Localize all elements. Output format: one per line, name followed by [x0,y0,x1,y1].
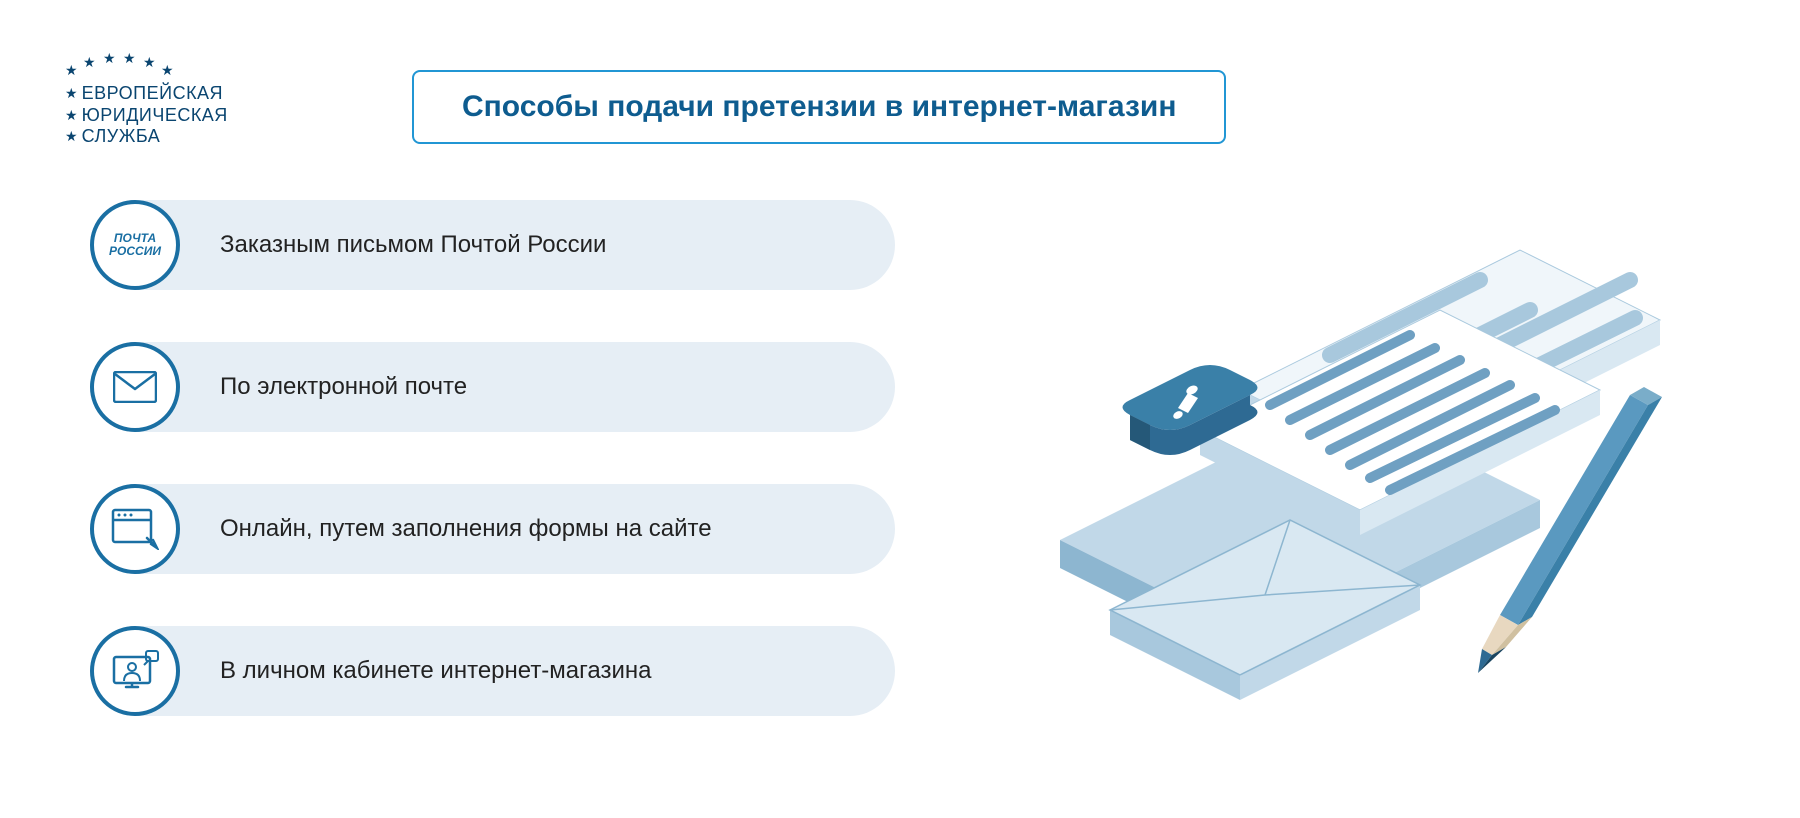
title-box: Способы подачи претензии в интернет-мага… [412,70,1226,144]
logo-stars: ★ ★ ★ ★ ★ ★ [65,50,185,80]
item-text: Онлайн, путем заполнения формы на сайте [220,515,712,543]
account-icon [90,626,180,716]
logo-text-1: ЕВРОПЕЙСКАЯ [82,83,224,105]
item-text: По электронной почте [220,373,467,401]
logo-line-3: ★ СЛУЖБА [65,126,228,148]
pochta-label-2: РОССИИ [109,245,161,258]
items-list: ПОЧТА РОССИИ Заказным письмом Почтой Рос… [90,200,895,716]
logo-text-2: ЮРИДИЧЕСКАЯ [82,105,228,127]
browser-icon [90,484,180,574]
list-item: По электронной почте [90,342,895,432]
logo-line-2: ★ ЮРИДИЧЕСКАЯ [65,105,228,127]
logo-text-3: СЛУЖБА [82,126,161,148]
list-item: ПОЧТА РОССИИ Заказным письмом Почтой Рос… [90,200,895,290]
list-item: В личном кабинете интернет-магазина [90,626,895,716]
logo: ★ ★ ★ ★ ★ ★ ★ ЕВРОПЕЙСКАЯ ★ ЮРИДИЧЕСКАЯ … [65,50,228,148]
envelope-icon [90,342,180,432]
logo-line-1: ★ ЕВРОПЕЙСКАЯ [65,83,228,105]
pochta-icon: ПОЧТА РОССИИ [90,200,180,290]
documents-illustration [1010,240,1690,720]
item-text: Заказным письмом Почтой России [220,231,606,259]
page-title: Способы подачи претензии в интернет-мага… [462,90,1176,124]
list-item: Онлайн, путем заполнения формы на сайте [90,484,895,574]
item-text: В личном кабинете интернет-магазина [220,657,651,685]
